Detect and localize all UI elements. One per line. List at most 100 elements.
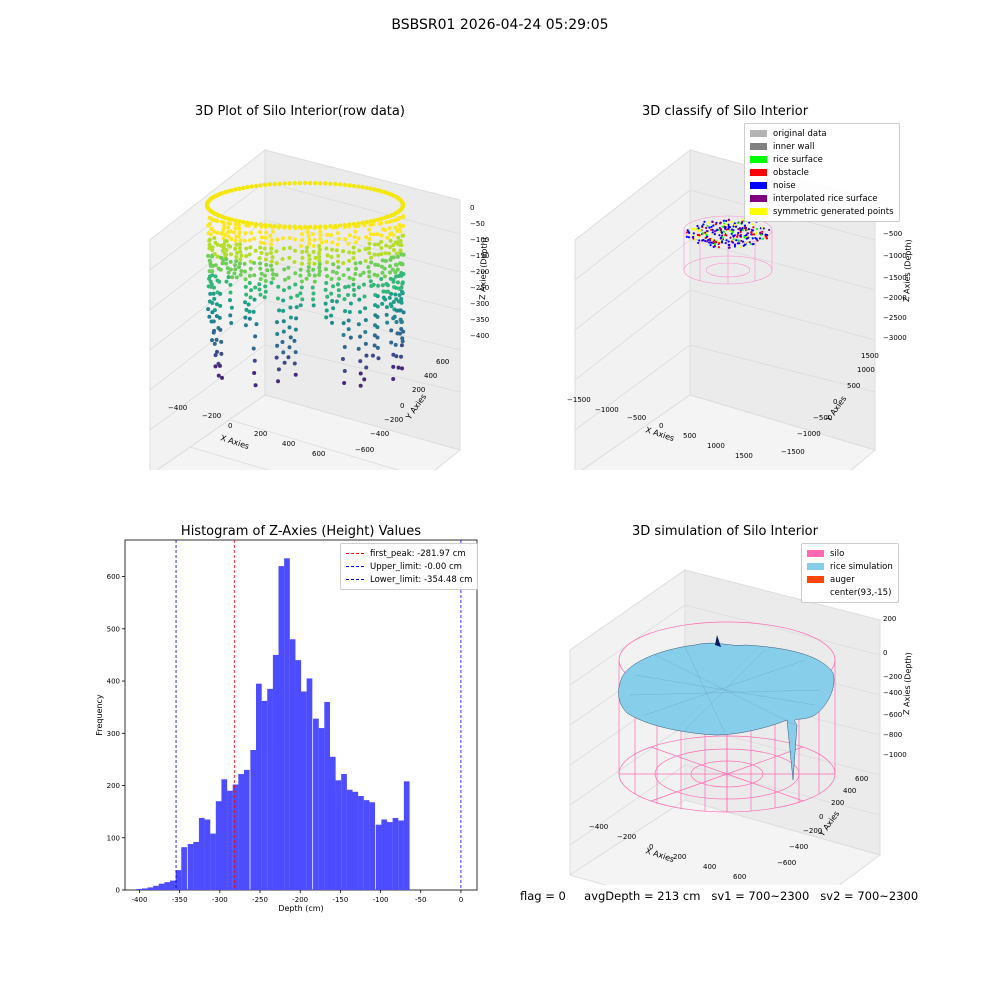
raw-point (400, 339, 405, 344)
raw-point (329, 291, 334, 296)
simulation-xtick-3: 200 (673, 853, 686, 861)
raw-point (233, 226, 238, 231)
raw-xtick-1: −200 (202, 412, 221, 420)
classify-ytick-6: 1500 (861, 352, 879, 360)
raw-point (366, 265, 371, 270)
histogram-y-tick-label: 200 (107, 782, 120, 790)
raw-point (224, 261, 229, 266)
classify-ytick-2: −500 (813, 414, 832, 422)
raw-point (312, 261, 317, 266)
raw-point (282, 181, 287, 186)
classify-point (712, 224, 715, 227)
raw-point (221, 226, 226, 231)
raw-point (397, 293, 402, 298)
raw-point (364, 235, 369, 240)
raw-point (243, 315, 248, 320)
raw-point (335, 282, 340, 287)
raw-point (228, 282, 233, 287)
raw-point (380, 301, 385, 306)
simulation-ytick-3: 0 (819, 813, 823, 821)
classify-point (702, 223, 705, 226)
classify-point (695, 227, 698, 230)
classify-point (724, 223, 727, 226)
raw-point (207, 242, 212, 247)
raw-point (207, 258, 212, 263)
raw-point (397, 215, 402, 220)
histogram-bar (272, 654, 279, 890)
raw-point (389, 291, 394, 296)
raw-point (243, 277, 248, 282)
histogram-bar (267, 688, 273, 890)
raw-point (347, 233, 352, 238)
classify-point (704, 239, 707, 243)
classify-y-ticks: −1500 −1000 −500 0 500 1000 1500 (781, 352, 879, 456)
raw-point (287, 235, 292, 240)
classify-point (720, 231, 724, 235)
raw-point (336, 265, 341, 270)
raw-point (323, 224, 328, 229)
raw-point (206, 307, 211, 312)
classify-point (727, 223, 730, 226)
classify-point (743, 227, 747, 230)
raw-point (209, 254, 214, 259)
raw-point (317, 262, 322, 267)
classify-point (736, 221, 739, 225)
histogram-bar (158, 883, 165, 890)
raw-point (228, 221, 233, 226)
raw-point (398, 308, 403, 313)
raw-point (228, 244, 233, 249)
raw-point (364, 185, 369, 191)
raw-point (384, 258, 389, 263)
histogram-bar (221, 779, 228, 890)
raw-point (336, 259, 341, 264)
classify-point (718, 231, 721, 234)
raw-point (292, 259, 297, 264)
classify-point (752, 226, 755, 229)
classify-point (740, 239, 743, 243)
raw-point (287, 285, 292, 290)
classify-point (693, 228, 696, 231)
raw-point (368, 186, 373, 191)
raw-point (299, 285, 304, 290)
raw-point (220, 261, 225, 266)
raw-point (330, 298, 335, 303)
raw-point (375, 217, 381, 222)
raw-point (237, 219, 242, 224)
histogram-bar (386, 822, 393, 890)
raw-point (399, 320, 404, 325)
raw-point (274, 272, 279, 277)
raw-point (325, 294, 330, 299)
raw-point (372, 218, 377, 223)
raw-point (382, 266, 387, 271)
raw-point (258, 240, 263, 245)
raw-point (274, 355, 279, 360)
histogram-bar (193, 841, 200, 890)
classify-point (731, 231, 734, 234)
raw-point (275, 296, 280, 301)
classify-point (727, 227, 730, 230)
histogram-x-tick-label: -300 (212, 896, 228, 904)
raw-point (391, 233, 396, 238)
raw-ytick-1: −400 (370, 430, 389, 438)
raw-point (325, 274, 330, 279)
sv2-text: sv2 = 700~2300 (820, 889, 919, 903)
raw-xtick-4: 400 (282, 440, 295, 448)
classify-point (750, 242, 753, 246)
raw-point (293, 271, 298, 276)
raw-point (389, 304, 394, 309)
classify-point (701, 232, 705, 235)
raw-point (324, 246, 329, 251)
raw-point (281, 288, 286, 293)
classify-point (733, 243, 737, 246)
raw-point (382, 274, 387, 279)
raw-point (305, 245, 310, 250)
simulation-pane-floor (568, 799, 882, 885)
classify-legend-obstacle: obstacle (750, 166, 894, 179)
raw-point (262, 295, 267, 300)
classify-point (739, 230, 742, 234)
classify-point (730, 228, 734, 231)
raw-point (317, 251, 322, 256)
histogram-x-tick-label: -100 (373, 896, 389, 904)
classify-point (708, 241, 711, 244)
simulation-ytick-5: 400 (843, 787, 856, 795)
